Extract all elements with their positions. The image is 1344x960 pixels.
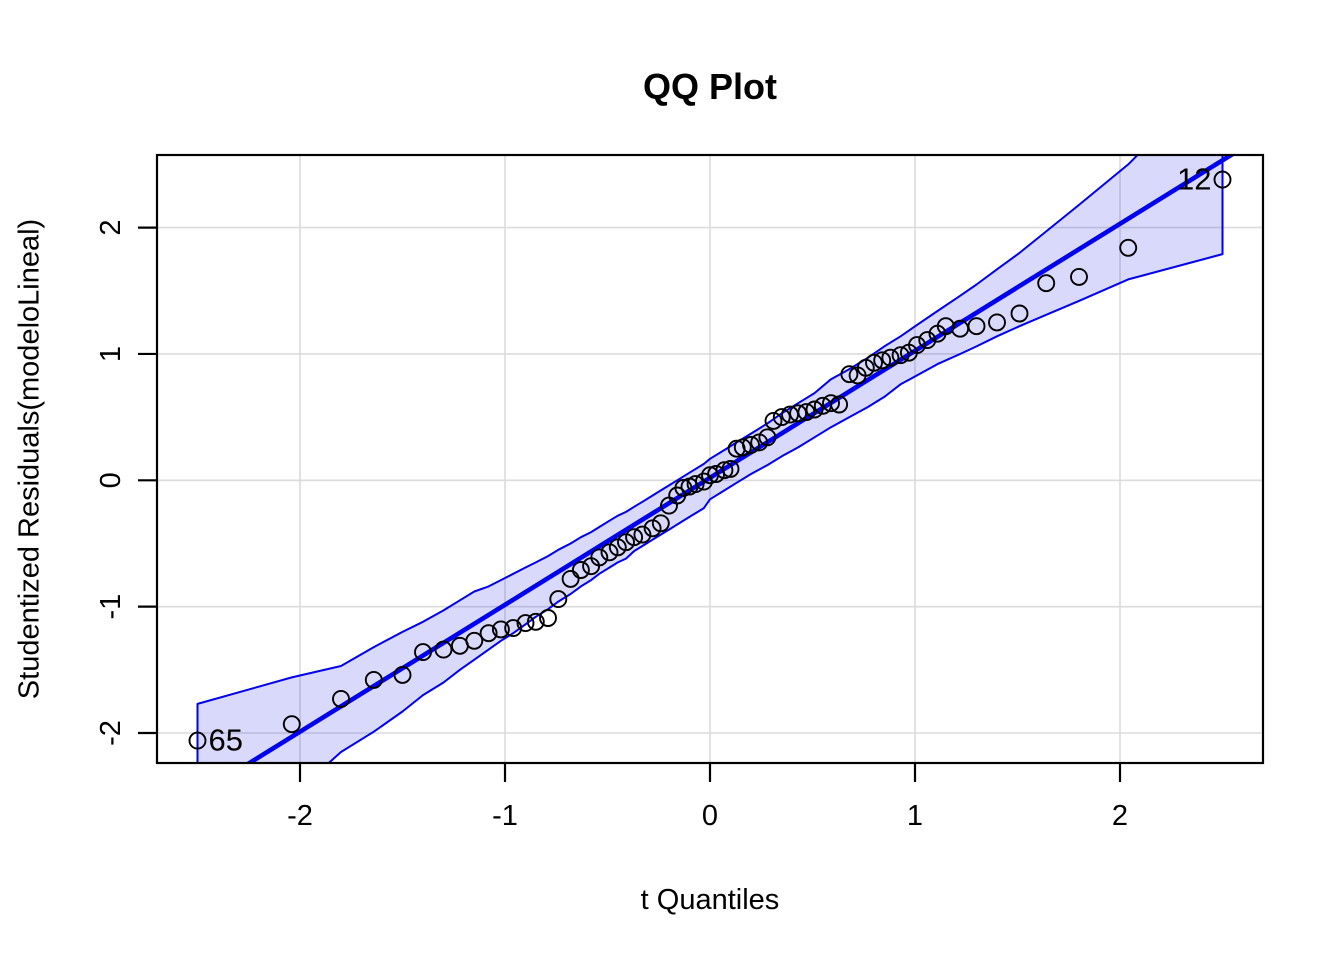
data-point [686, 475, 705, 494]
data-point [805, 400, 824, 419]
data-point [1010, 304, 1029, 323]
data-point [188, 731, 207, 750]
y-tick-label: 0 [95, 472, 127, 488]
data-point [830, 395, 849, 414]
data-point [733, 438, 752, 457]
data-point [1119, 238, 1138, 257]
data-point [414, 643, 432, 662]
data-point [332, 689, 350, 708]
data-point [625, 528, 644, 547]
data-point [873, 351, 892, 370]
data-point [865, 353, 883, 372]
data-point [918, 331, 937, 350]
data-point [434, 640, 453, 659]
data-point [633, 525, 652, 544]
data-point [1070, 267, 1088, 286]
data-point [715, 461, 734, 480]
data-point [465, 631, 484, 650]
data-point [764, 411, 783, 430]
x-tick-label: -2 [287, 800, 313, 832]
data-point [967, 317, 986, 336]
data-point [571, 561, 590, 579]
data-point [881, 348, 900, 367]
data-point [526, 612, 545, 631]
data-point [908, 336, 926, 355]
data-point [674, 478, 693, 497]
data-point [758, 428, 777, 447]
data-point [539, 609, 557, 627]
data-point [1213, 170, 1232, 189]
data-point [504, 619, 523, 638]
data-point [561, 569, 580, 588]
point-label-65: 65 [209, 723, 243, 758]
data-point [822, 394, 840, 413]
data-point [282, 715, 301, 734]
point-label-12: 12 [1177, 162, 1211, 197]
x-tick-label: 1 [907, 800, 923, 832]
data-point [721, 459, 740, 478]
axes: -2 -1 0 1 2 -2 -1 0 1 2 [95, 220, 1128, 832]
data-point [772, 408, 791, 427]
data-point [651, 514, 670, 533]
data-point [891, 346, 910, 365]
x-tick-label: 0 [702, 800, 718, 832]
data-point [549, 590, 568, 609]
x-tick-label: 2 [1112, 800, 1128, 832]
x-axis-label: t Quantiles [640, 884, 780, 916]
data-point [742, 435, 760, 454]
data-point [491, 620, 510, 639]
data-point [516, 614, 535, 633]
confidence-envelope [196, 155, 1224, 763]
data-points [188, 170, 1232, 750]
y-tick-label: 2 [95, 220, 127, 236]
data-point [1037, 274, 1056, 293]
data-point [936, 317, 955, 336]
y-tick-label: -2 [95, 720, 127, 746]
y-axis-label: Studentized Residuals(modeloLineal) [13, 218, 46, 700]
data-point [590, 548, 609, 567]
data-point [364, 670, 383, 689]
data-point [789, 404, 808, 423]
x-tick-label: -1 [492, 800, 518, 832]
data-point [797, 403, 816, 422]
data-point [988, 313, 1006, 332]
data-point [479, 624, 498, 643]
data-point [393, 665, 412, 684]
chart-title: QQ Plot [643, 66, 777, 107]
y-tick-label: 1 [95, 346, 127, 362]
y-tick-label: -1 [95, 594, 127, 620]
data-point [840, 365, 859, 384]
